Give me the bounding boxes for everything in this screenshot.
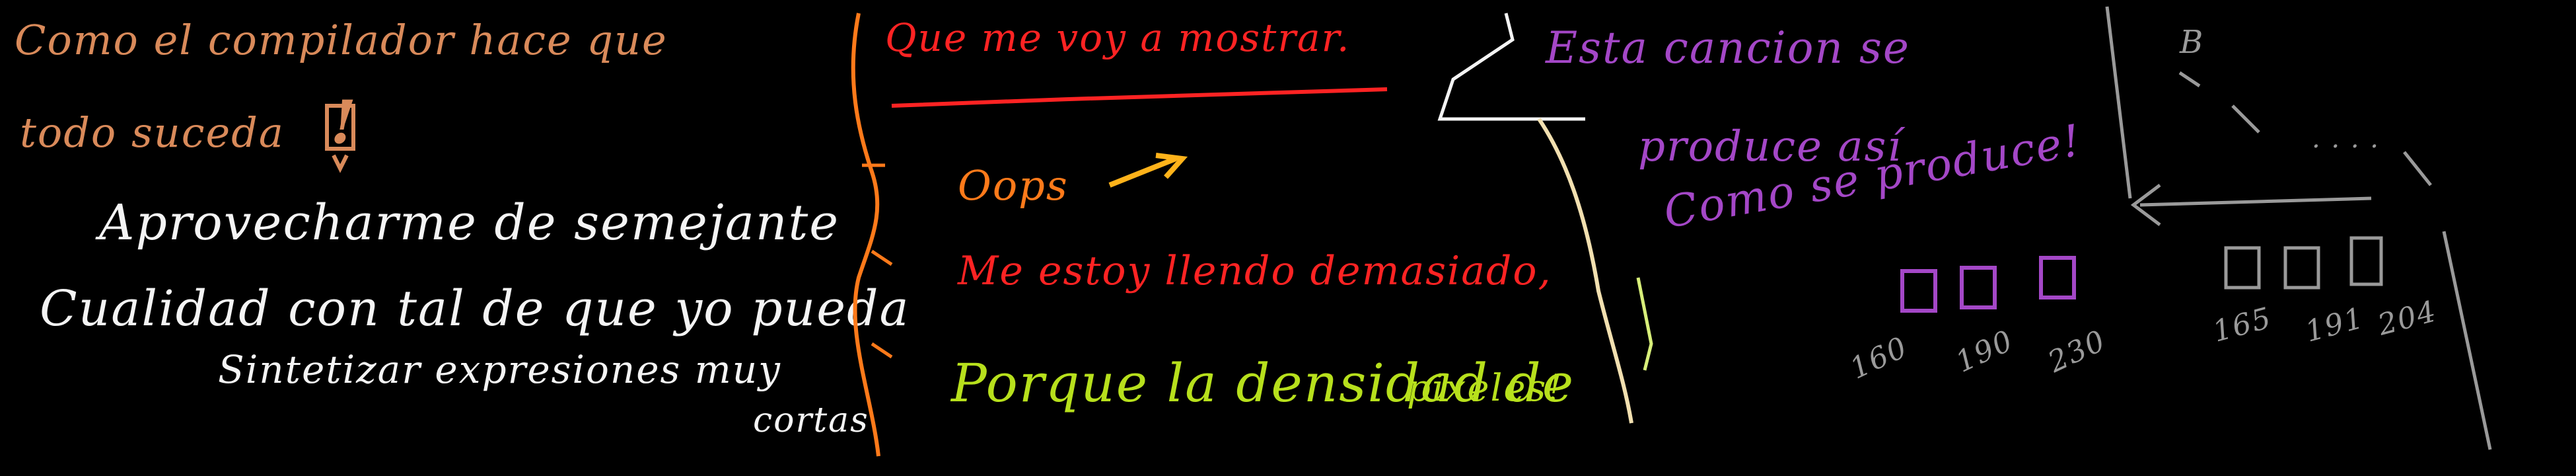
gray-dots: . . . . [2312, 124, 2380, 154]
gray-box-2 [2283, 246, 2320, 290]
red-underline [891, 87, 1388, 108]
exclaim-box [325, 104, 355, 151]
gray-vertical-left [2105, 6, 2132, 199]
gray-box-1 [2224, 246, 2261, 290]
white-zigzag-arrow [1437, 13, 1585, 121]
purple-box-2 [1960, 266, 1997, 309]
lime-bracket [1636, 277, 1653, 371]
middle-title: Que me voy a mostrar. [885, 15, 1351, 60]
heading-line-2: todo suceda [20, 108, 285, 157]
right-line-1: Esta cancion se [1546, 22, 1910, 73]
right-line-2: produce así [1638, 122, 1902, 171]
orange-brace-ticks [862, 163, 893, 359]
gray-triangle-marks [2178, 71, 2432, 186]
gray-arrow [2139, 196, 2372, 207]
heading-line-1: Como el compilador hace que [15, 16, 668, 64]
oops-arrow [1108, 156, 1177, 188]
middle-line-4: pixeles! [1407, 367, 1563, 410]
gray-arrow-head [2130, 184, 2161, 226]
orange-brace [851, 13, 880, 457]
purple-box-3 [2039, 256, 2076, 299]
middle-line-3: Porque la densidad de [951, 352, 1575, 414]
cream-bracket [1537, 118, 1633, 424]
middle-line-2: Me estoy llendo demasiado, [958, 248, 1552, 294]
exclaim-arrow [332, 154, 349, 173]
body-line-4: cortas [753, 401, 869, 440]
body-line-1: Aprovecharme de semejante [99, 194, 840, 251]
oops-label: Oops [958, 161, 1069, 210]
oops-arrow-head [1155, 153, 1188, 179]
gray-mark-letter: B [2180, 24, 2205, 61]
purple-box-1 [1900, 269, 1937, 313]
gray-vertical-right [2442, 231, 2492, 450]
body-line-2: Cualidad con tal de que yo pueda [40, 280, 910, 337]
gray-box-3 [2349, 236, 2383, 286]
body-line-3: Sintetizar expresiones muy [218, 347, 781, 392]
